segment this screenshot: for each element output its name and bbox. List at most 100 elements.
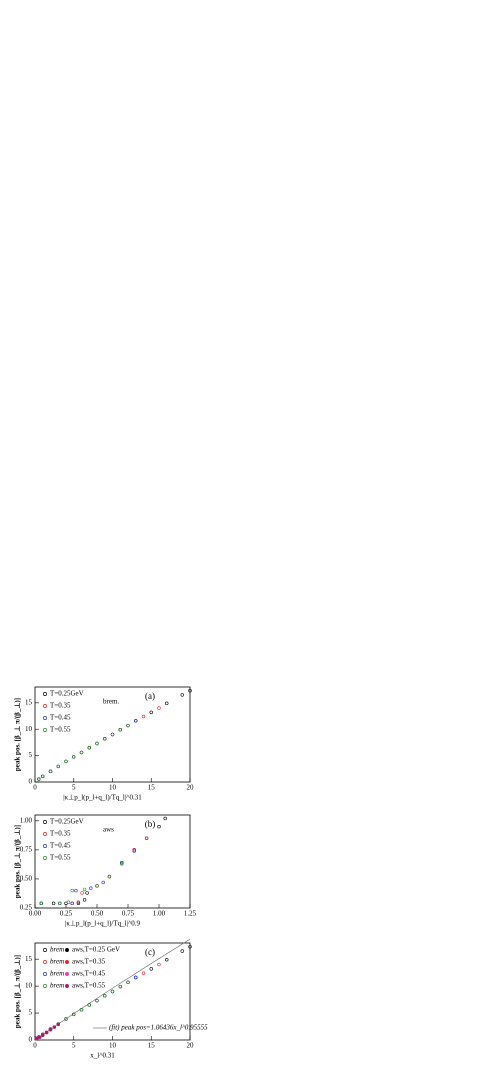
legend-label: T=0.35 [50, 830, 71, 838]
data-point [79, 750, 84, 755]
data-point [72, 1012, 76, 1017]
data-point [95, 998, 99, 1003]
y-tick-label: 0 [29, 778, 33, 786]
data-point [80, 891, 84, 895]
legend-marker [43, 704, 47, 708]
data-point [51, 901, 56, 906]
x-tick-label: 0 [33, 1042, 37, 1050]
data-point [39, 901, 43, 906]
y-tick-label: 15 [25, 955, 33, 963]
data-point [149, 967, 153, 971]
panel-label: (a) [145, 691, 155, 701]
data-point [180, 949, 184, 953]
plot-frame [34, 814, 191, 909]
x-tick-label: 15 [148, 1042, 156, 1050]
data-point [141, 714, 146, 719]
data-point [157, 706, 161, 710]
data-point [48, 769, 53, 774]
legend-label: brem [50, 946, 64, 954]
y-tick-label: 15 [25, 698, 33, 706]
data-point [110, 732, 115, 737]
data-point [165, 958, 169, 962]
data-point [157, 962, 161, 967]
x-tick-label: 20 [187, 1042, 195, 1050]
y-tick-label: 0.75 [20, 845, 33, 853]
data-point [134, 975, 138, 980]
data-point [132, 849, 136, 853]
y-tick-label: 5 [29, 751, 33, 759]
legend-label: aws,T=0.55 [72, 982, 106, 990]
y-axis-label: peak pos. [β_⊥ π/(β_⊥)] [14, 825, 22, 898]
legend-label: T=0.55 [50, 726, 71, 734]
data-point [66, 900, 71, 904]
data-point [58, 901, 62, 906]
data-point [74, 888, 78, 893]
data-point [82, 898, 87, 902]
x-tick-label: 0.75 [122, 910, 135, 918]
data-point [64, 759, 68, 764]
annotation: brem. [103, 698, 119, 706]
data-point [85, 891, 89, 895]
data-point [134, 719, 138, 723]
legend-marker [43, 856, 47, 860]
y-axis-label: peak pos. [β_⊥ π/(β_⊥)] [14, 698, 22, 771]
y-tick-label: 10 [25, 725, 33, 733]
y-tick-label: 0.50 [20, 875, 33, 883]
fit-annotation: (fit) peak pos=1.06436x_l^0.95555 [109, 1024, 208, 1032]
data-point [44, 1030, 49, 1035]
data-point [149, 710, 153, 715]
data-point [64, 1017, 68, 1021]
x-axis-label: |κ⊥p_l(p_l+q_l)/Tq_l|^0.9 [65, 920, 141, 928]
annotation: aws [103, 826, 114, 834]
y-tick-label: 0.25 [20, 904, 33, 912]
legend-marker [43, 844, 47, 848]
data-point [103, 994, 107, 998]
data-point [188, 945, 192, 949]
legend-marker [65, 948, 69, 952]
x-tick-label: 5 [72, 784, 76, 792]
data-point [188, 688, 192, 693]
panel-label: (b) [145, 819, 156, 829]
y-axis-label: peak pos. [β_⊥ π/(β_⊥)] [14, 955, 22, 1028]
legend-marker [43, 948, 47, 952]
x-tick-label: 0 [33, 784, 37, 792]
legend-label: T=0.25GeV [50, 690, 84, 698]
data-point [87, 745, 91, 750]
x-tick-label: 15 [148, 784, 156, 792]
data-point [37, 777, 41, 781]
legend-label: aws,T=0.35 [72, 958, 106, 966]
y-tick-label: 5 [29, 1009, 33, 1017]
data-point [82, 887, 87, 892]
legend-marker [43, 832, 47, 836]
data-point [76, 900, 81, 904]
data-point [79, 1008, 84, 1012]
data-point [87, 1003, 91, 1007]
data-point [144, 836, 149, 840]
data-point [103, 737, 107, 741]
legend-label: brem [50, 982, 64, 990]
y-tick-label: 10 [25, 982, 33, 990]
legend-marker [43, 984, 47, 988]
data-point [165, 701, 169, 706]
data-point [118, 728, 122, 732]
fit-line [34, 938, 191, 1041]
legend-label: T=0.55 [50, 854, 71, 862]
data-point [89, 886, 93, 890]
data-point [56, 764, 60, 769]
legend-marker [65, 984, 69, 988]
legend-marker [43, 960, 47, 964]
data-point [120, 862, 124, 866]
legend-marker [43, 972, 47, 976]
data-point [41, 774, 45, 779]
data-point [101, 880, 105, 885]
data-point [56, 1022, 60, 1027]
data-point [52, 1025, 57, 1029]
data-point [126, 980, 130, 985]
data-point [141, 971, 146, 975]
data-point [132, 848, 136, 852]
legend-label: brem [50, 958, 64, 966]
data-point [95, 884, 99, 888]
data-point [118, 984, 122, 989]
legend-marker [65, 972, 69, 976]
data-point [95, 741, 99, 746]
